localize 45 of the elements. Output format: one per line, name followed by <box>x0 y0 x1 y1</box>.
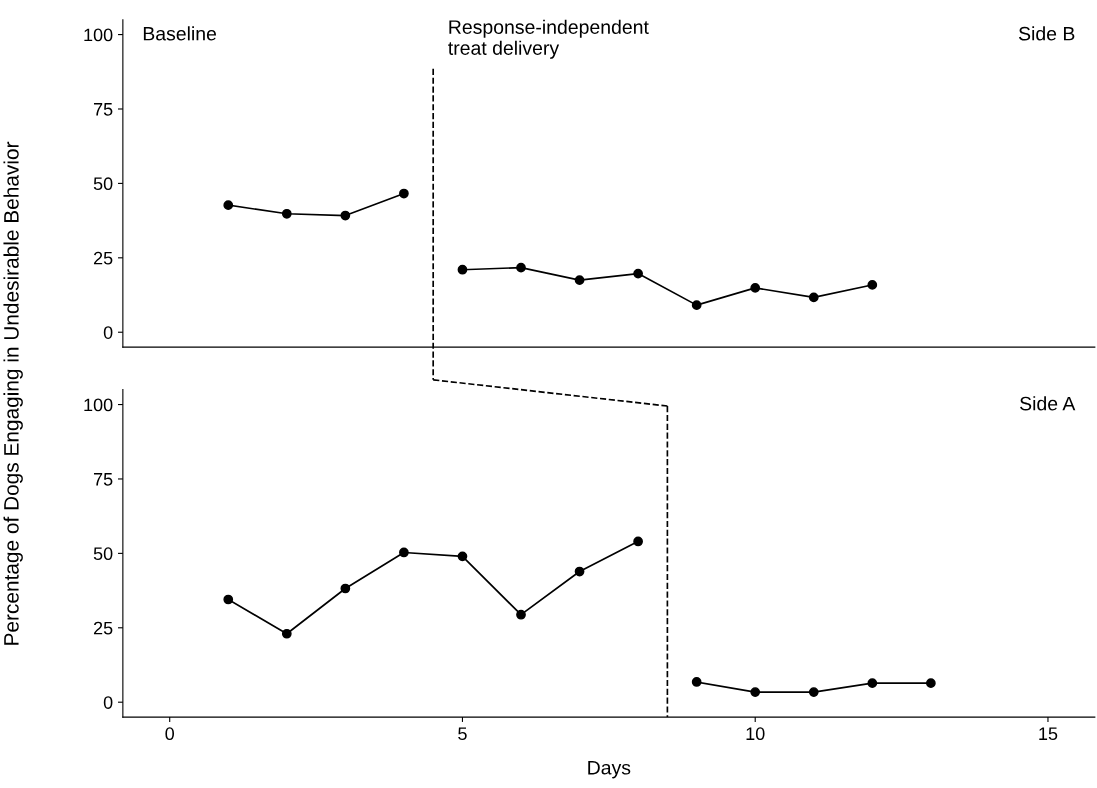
y-tick-label: 75 <box>93 473 113 486</box>
annotation: Side B <box>1018 26 1075 41</box>
y-tick-label: 25 <box>93 621 113 635</box>
point <box>808 292 819 303</box>
y-tick-label: 0 <box>103 326 113 339</box>
point <box>574 275 585 286</box>
point <box>516 262 526 273</box>
point <box>633 536 643 547</box>
point <box>867 678 878 689</box>
y-tick-label: 75 <box>93 103 113 116</box>
point <box>340 583 351 594</box>
x-tick-label: 10 <box>746 727 765 741</box>
point <box>399 188 409 199</box>
annotation: Side A <box>1020 396 1076 411</box>
point <box>750 687 761 697</box>
point <box>750 283 761 293</box>
y-tick-label: 100 <box>84 28 113 42</box>
point <box>516 609 526 620</box>
point <box>457 264 468 275</box>
point <box>457 551 468 562</box>
point <box>633 268 643 279</box>
point <box>340 210 351 221</box>
y-tick-label: 50 <box>93 177 113 191</box>
point <box>223 200 234 210</box>
point <box>281 628 292 639</box>
y-tick-label: 25 <box>93 251 113 265</box>
y-axis-title: Percentage of Dogs Engaging in Undesirable Behavior <box>3 141 23 645</box>
y-tick-label: 50 <box>93 547 113 561</box>
y-tick-label: 100 <box>84 398 113 412</box>
point <box>808 687 819 697</box>
x-axis-title: Days <box>588 761 631 779</box>
x-tick-label: 5 <box>458 727 467 741</box>
point <box>281 208 292 219</box>
annotation: Baseline <box>143 26 217 41</box>
x-tick-label: 15 <box>1039 727 1058 741</box>
x-tick-label: 0 <box>165 727 175 741</box>
point <box>926 678 936 689</box>
ref-line-label: Response-independent treat delivery <box>448 19 649 59</box>
point <box>691 300 702 311</box>
point <box>691 677 702 687</box>
point <box>223 594 234 605</box>
point <box>399 547 409 558</box>
y-tick-label: 0 <box>103 696 113 709</box>
point <box>867 280 878 290</box>
point <box>574 566 585 577</box>
